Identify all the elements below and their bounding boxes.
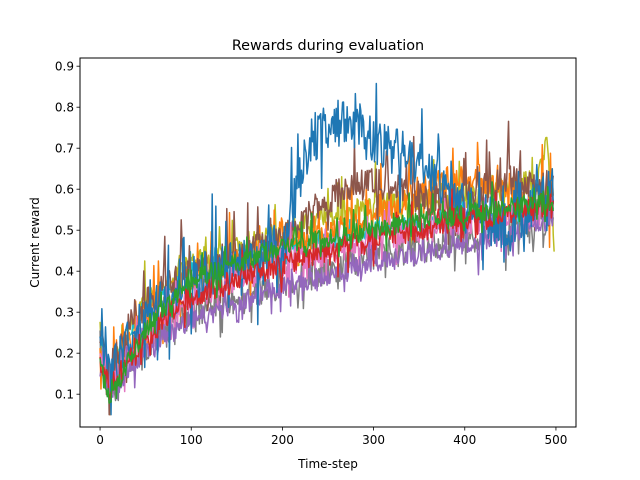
x-axis: 0 100 200 300 400 500 <box>96 427 567 447</box>
y-axis: 0.1 0.2 0.3 0.4 0.5 0.6 0.7 0.8 0.9 <box>55 60 80 402</box>
y-tick-label: 0.1 <box>55 388 74 402</box>
series-line-10 <box>99 181 554 404</box>
x-axis-title: Time-step <box>297 457 358 471</box>
x-tick-label: 100 <box>180 433 203 447</box>
x-tick-label: 0 <box>96 433 104 447</box>
y-axis-title: Current reward <box>28 197 42 287</box>
series-line-5 <box>99 120 554 416</box>
series-line-7 <box>99 193 554 403</box>
y-tick-label: 0.5 <box>55 224 74 238</box>
y-tick-label: 0.2 <box>55 347 74 361</box>
plot-frame <box>79 57 577 428</box>
y-tick-label: 0.7 <box>55 142 74 156</box>
y-tick-label: 0.3 <box>55 306 74 320</box>
series-line-9 <box>99 188 554 401</box>
series-layer <box>99 82 555 416</box>
x-tick-label: 200 <box>271 433 294 447</box>
chart-title: Rewards during evaluation <box>232 38 424 54</box>
y-tick-label: 0.4 <box>55 265 74 279</box>
y-tick-label: 0.6 <box>55 183 74 197</box>
y-tick-label: 0.8 <box>55 101 74 115</box>
x-tick-label: 500 <box>544 433 567 447</box>
x-tick-label: 400 <box>453 433 476 447</box>
y-tick-label: 0.9 <box>55 60 74 74</box>
x-tick-label: 300 <box>362 433 385 447</box>
